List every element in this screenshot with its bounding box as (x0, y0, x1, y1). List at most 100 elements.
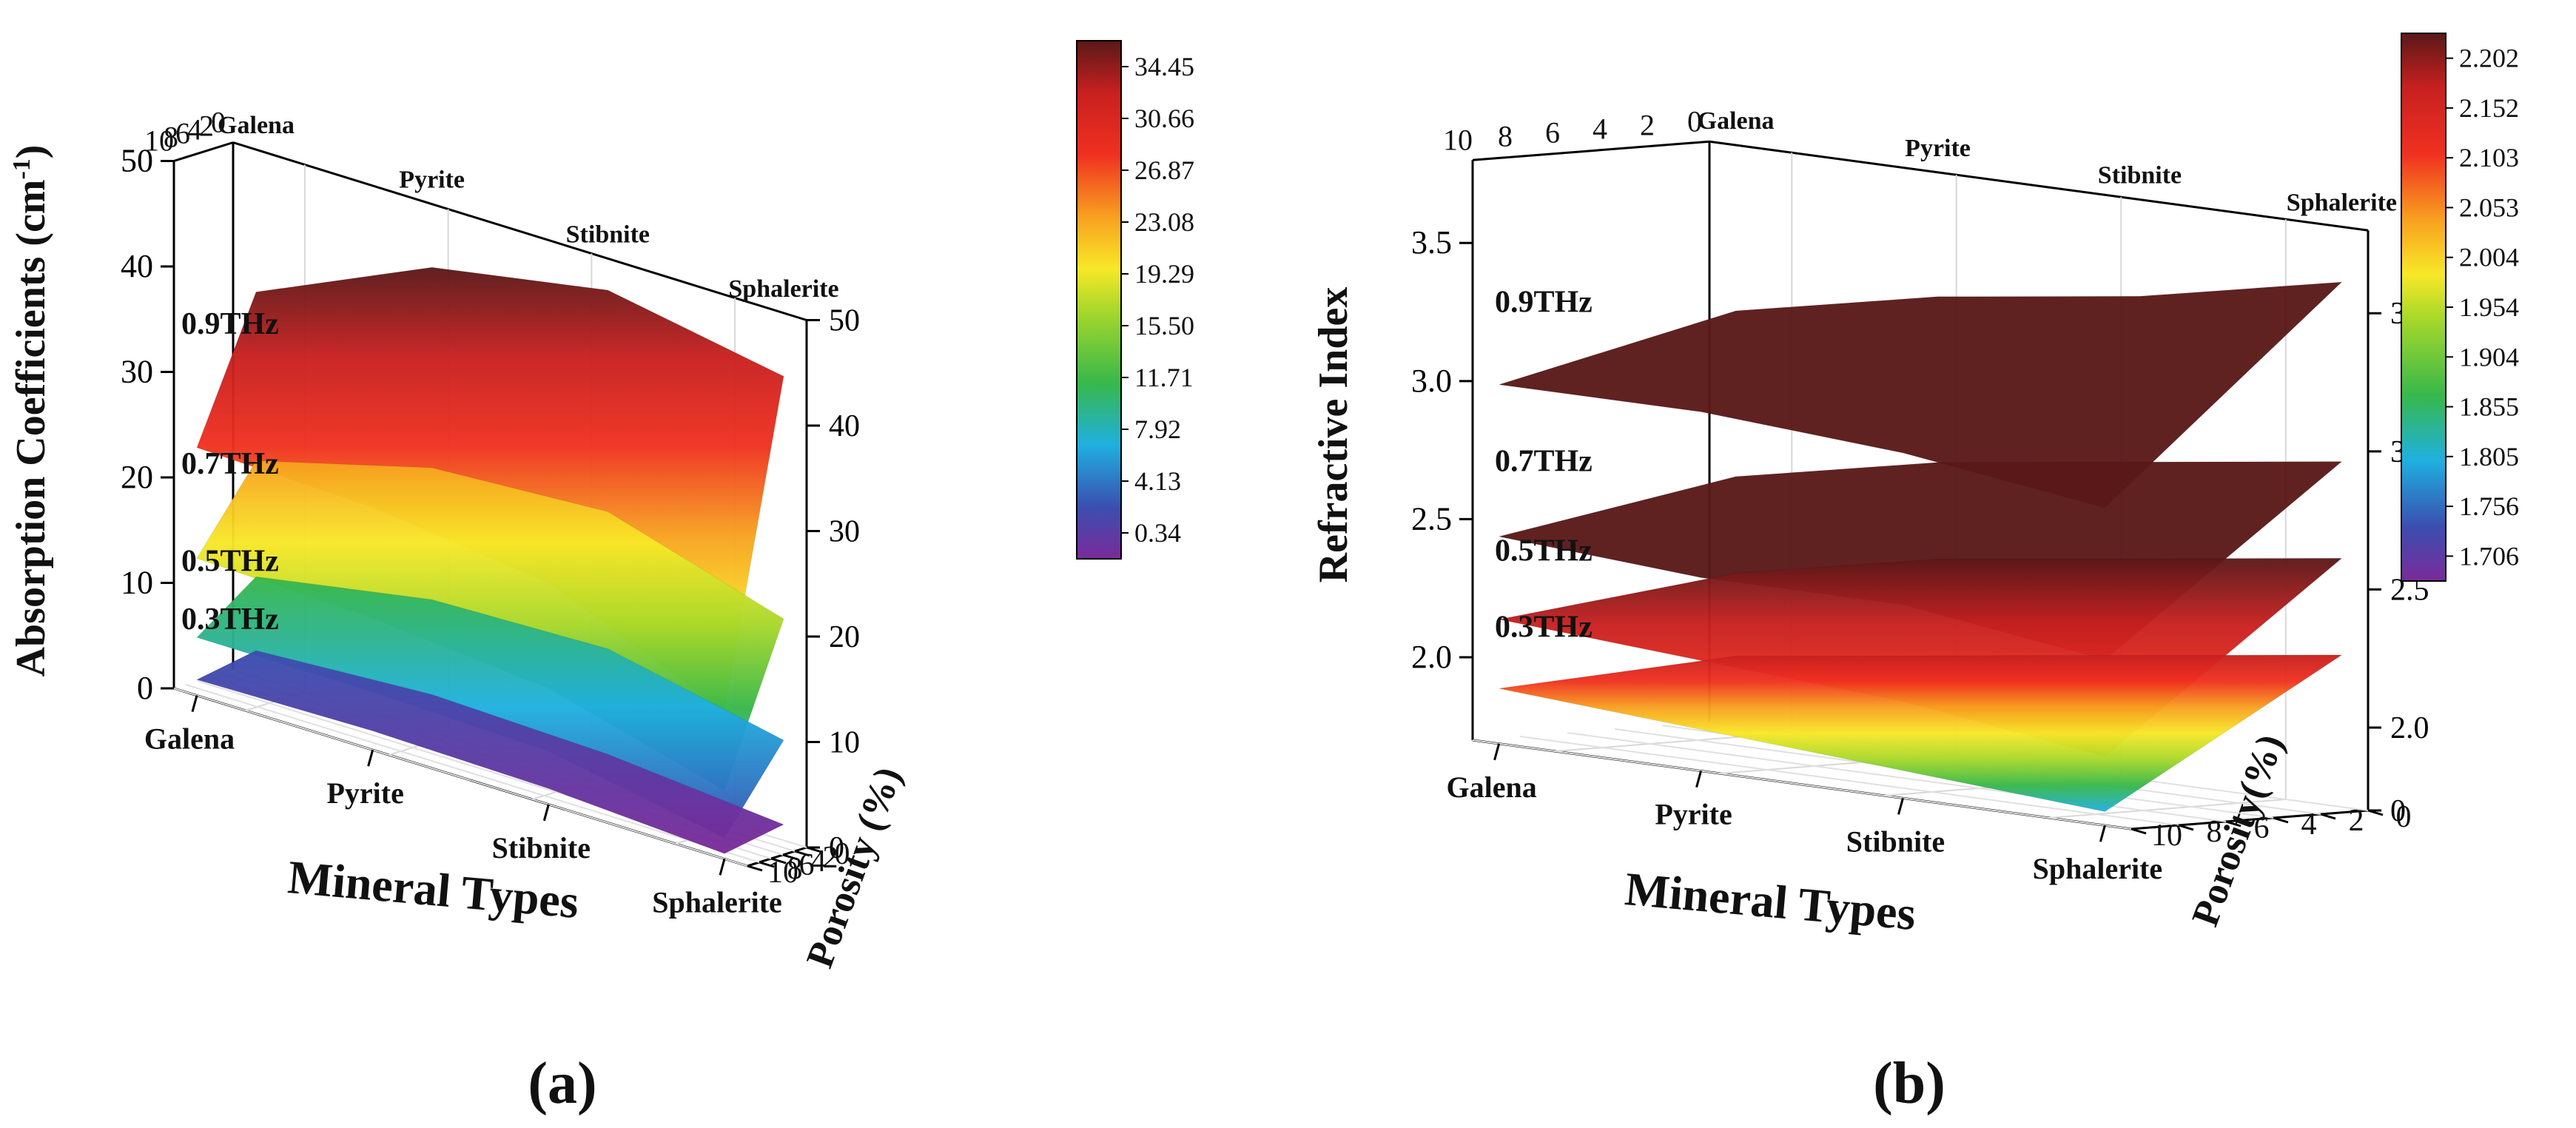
colorbar-label: 0.34 (1134, 518, 1181, 548)
colorbar-label: 2.004 (2459, 243, 2519, 272)
top-porosity-label: 2 (199, 110, 214, 143)
top-porosity-label: 4 (187, 113, 202, 147)
top-category-labels: Galena Pyrite Stibnite Sphalerite (218, 112, 839, 303)
colorbar-label: 19.29 (1134, 259, 1194, 289)
z-axis-title: Absorption Coefficients (cm-1) (8, 145, 54, 677)
z-tick-label: 20 (121, 459, 153, 495)
z-tick-label: 2.5 (1411, 500, 1452, 537)
porosity-tick-mark (2273, 816, 2289, 824)
panel-label: (b) (1873, 1051, 1946, 1116)
colorbar-label: 30.66 (1134, 104, 1194, 133)
porosity-tick-label: 8 (787, 852, 803, 886)
right-tick-label: 30 (829, 515, 860, 549)
porosity-tick-mark (2178, 824, 2194, 831)
colorbar-label: 2.103 (2459, 143, 2519, 172)
top-category-label: Galena (1698, 107, 1775, 135)
colorbar-label: 2.152 (2459, 93, 2519, 123)
z-axis-title: Refractive Index (1311, 287, 1356, 583)
series-label: 0.5THz (181, 545, 279, 579)
top-porosity-label: 4 (1593, 112, 1607, 145)
colorbar-label: 34.45 (1134, 52, 1194, 81)
porosity-tick-mark (2320, 813, 2336, 820)
z-tick-label: 3.0 (1411, 363, 1452, 399)
series-label: 0.7THz (1495, 444, 1593, 478)
category-label: Sphalerite (2033, 852, 2163, 885)
top-category-label: Sphalerite (2287, 189, 2397, 216)
grid-line (1472, 739, 2132, 830)
porosity-tick-label: 6 (2254, 811, 2270, 845)
z-tick-label: 3.5 (1411, 224, 1452, 261)
top-back-axis-line (232, 141, 807, 321)
z-axis-ticks: 2.0 2.5 3.0 3.5 (1411, 224, 1473, 675)
category-label: Stibnite (492, 831, 591, 865)
porosity-tick-mark (770, 857, 787, 865)
category-tick-mark (191, 695, 198, 712)
porosity-tick-label: 0 (835, 837, 850, 871)
colorbar: 34.45 30.66 26.87 23.08 19.29 15.50 11.71 7.92 4… (1076, 40, 1194, 560)
z-axis-title-text: Absorption Coefficients (cm (8, 180, 54, 677)
top-back-axis-line (1709, 140, 2369, 232)
top-porosity-label: 6 (175, 117, 190, 150)
z-tick-label: 50 (121, 143, 153, 179)
grid-line (1567, 732, 2227, 822)
category-ticks: Galena Pyrite Stibnite Sphalerite (144, 695, 782, 919)
porosity-tick-mark (747, 865, 763, 872)
z-tick-label: 30 (121, 354, 153, 390)
top-category-labels: Galena Pyrite Stibnite Sphalerite (1698, 107, 2397, 216)
top-porosity-label: 6 (1545, 115, 1560, 149)
colorbar-label: 1.706 (2459, 541, 2519, 571)
category-label: Galena (1446, 771, 1536, 804)
colorbar-label: 23.08 (1134, 207, 1194, 237)
porosity-tick-mark (2225, 820, 2242, 827)
porosity-tick-label: 4 (811, 845, 827, 879)
porosity-tick-mark (806, 846, 822, 853)
porosity-tick-label: 0 (2396, 800, 2412, 834)
porosity-tick-label: 6 (799, 848, 815, 882)
series-label: 0.7THz (181, 447, 279, 481)
colorbar-label: 1.805 (2459, 442, 2519, 471)
colorbar-label: 7.92 (1134, 414, 1181, 444)
porosity-tick-mark (2367, 809, 2384, 816)
top-left-axis-line (173, 141, 234, 162)
series-label: 0.3THz (1495, 610, 1593, 644)
category-tick-mark (1897, 798, 1904, 815)
porosity-tick-label: 8 (2207, 815, 2222, 849)
grid-line (173, 688, 748, 867)
category-label: Galena (144, 722, 235, 756)
series-label: 0.5THz (1495, 534, 1593, 568)
top-category-label: Galena (218, 112, 295, 139)
category-tick-mark (2099, 825, 2106, 842)
top-porosity-label: 10 (144, 124, 174, 158)
right-tick-label: 2.0 (2390, 711, 2429, 745)
top-category-label: Sphalerite (728, 275, 838, 303)
surface-0.3THz (1499, 654, 2344, 813)
colorbar-label: 11.71 (1134, 363, 1194, 392)
porosity-tick-mark (794, 850, 810, 857)
colorbar-label: 26.87 (1134, 155, 1194, 185)
x-axis-title: Mineral Types (1623, 862, 1918, 940)
right-tick-label: 0 (829, 831, 844, 865)
top-category-label: Stibnite (566, 221, 650, 248)
top-left-axis-line (1472, 140, 1710, 161)
z-tick-label: 40 (121, 248, 153, 284)
colorbar-label: 2.202 (2459, 44, 2519, 73)
top-category-label: Stibnite (2098, 162, 2182, 189)
porosity-tick-mark (759, 861, 775, 868)
category-ticks: Galena Pyrite Stibnite Sphalerite (1446, 743, 2163, 885)
surface-0.3THz (195, 650, 785, 854)
colorbar-label: 2.053 (2459, 192, 2519, 222)
right-tick-label: 20 (829, 620, 860, 654)
grid-line (1519, 736, 2179, 826)
panel-b-refractive-index-chart: 0.9THz 0.7THz 0.5THz 0.3THz 2.0 2.5 3.0 3.5 0 2.0… (1311, 33, 2519, 1116)
series-label: 0.9THz (1495, 286, 1593, 320)
porosity-tick-label: 2 (823, 841, 838, 875)
top-porosity-label: 10 (1443, 123, 1473, 156)
right-tick-label: 40 (829, 409, 860, 443)
porosity-tick-label: 4 (2301, 808, 2317, 842)
right-tick-label: 50 (829, 304, 860, 338)
